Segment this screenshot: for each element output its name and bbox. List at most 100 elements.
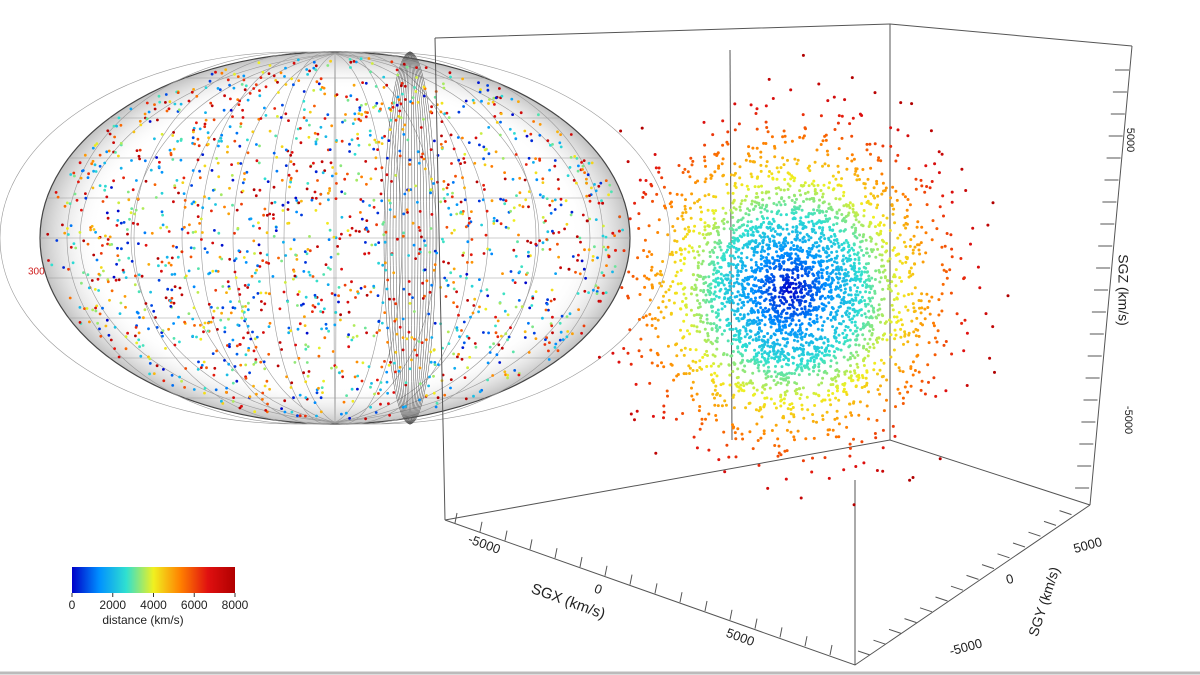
galaxy-point xyxy=(864,238,868,242)
sky-point xyxy=(98,312,102,316)
sky-point xyxy=(595,290,599,293)
sky-point xyxy=(292,277,295,281)
galaxy-point xyxy=(760,310,764,314)
galaxy-point xyxy=(870,304,874,308)
galaxy-point xyxy=(876,388,880,392)
galaxy-point xyxy=(682,292,686,296)
sky-point xyxy=(461,210,465,213)
sky-point xyxy=(268,64,272,67)
galaxy-point xyxy=(890,280,894,284)
galaxy-point xyxy=(782,397,786,401)
galaxy-point xyxy=(806,365,810,369)
galaxy-point xyxy=(741,381,745,385)
galaxy-point xyxy=(917,243,921,247)
galaxy-point xyxy=(744,158,748,162)
sky-point xyxy=(445,186,449,190)
sky-point xyxy=(538,133,542,137)
galaxy-point xyxy=(757,286,761,290)
galaxy-point xyxy=(740,353,744,357)
galaxy-point xyxy=(926,363,930,367)
sky-point xyxy=(429,360,433,364)
sky-point xyxy=(263,177,267,181)
galaxy-point xyxy=(782,254,786,258)
sky-point xyxy=(403,98,407,101)
galaxy-point xyxy=(831,325,835,329)
galaxy-point xyxy=(784,331,788,335)
sky-point xyxy=(226,145,230,149)
sky-point xyxy=(177,315,180,319)
galaxy-point xyxy=(702,298,705,302)
galaxy-point xyxy=(842,319,845,323)
galaxy-point xyxy=(772,261,776,265)
galaxy-point xyxy=(734,338,738,342)
galaxy-point xyxy=(793,176,797,180)
sky-point xyxy=(246,331,250,335)
sky-point xyxy=(418,210,422,213)
sky-point xyxy=(521,205,525,209)
sky-point xyxy=(252,296,256,299)
galaxy-point xyxy=(787,268,791,272)
galaxy-point xyxy=(757,318,761,322)
sky-point xyxy=(360,175,363,179)
sky-point xyxy=(375,223,378,227)
galaxy-point xyxy=(787,232,791,236)
sky-point xyxy=(432,391,436,395)
galaxy-point xyxy=(821,210,825,214)
galaxy-point xyxy=(848,286,852,290)
sky-point xyxy=(173,285,177,288)
galaxy-point xyxy=(629,412,633,416)
sky-point xyxy=(525,134,529,138)
galaxy-point xyxy=(690,324,694,328)
galaxy-point xyxy=(855,326,859,330)
galaxy-point xyxy=(704,300,708,304)
galaxy-point xyxy=(755,388,759,392)
galaxy-point xyxy=(830,377,834,381)
galaxy-point xyxy=(824,138,828,142)
galaxy-point xyxy=(726,297,730,301)
sky-point xyxy=(330,366,333,370)
galaxy-point xyxy=(771,97,775,100)
sky-point xyxy=(494,324,497,328)
sky-point xyxy=(457,158,461,162)
sky-map: 300 xyxy=(0,51,671,425)
galaxy-point xyxy=(799,260,803,264)
sky-point xyxy=(258,144,261,148)
galaxy-point xyxy=(780,274,784,278)
galaxy-point xyxy=(732,393,736,397)
galaxy-point xyxy=(863,270,867,274)
sky-point xyxy=(443,393,447,397)
sky-point xyxy=(429,350,433,354)
galaxy-point xyxy=(783,203,787,206)
galaxy-point xyxy=(839,265,843,269)
galaxy-point xyxy=(911,373,915,377)
sky-point xyxy=(314,68,318,72)
galaxy-point xyxy=(703,228,707,232)
galaxy-point xyxy=(829,403,833,407)
galaxy-point xyxy=(650,324,654,327)
galaxy-point xyxy=(894,405,897,409)
galaxy-point xyxy=(913,245,917,249)
galaxy-point xyxy=(650,361,654,365)
galaxy-point xyxy=(792,286,796,290)
sky-point xyxy=(565,222,569,226)
galaxy-point xyxy=(777,200,781,204)
galaxy-point xyxy=(780,365,784,369)
galaxy-point xyxy=(796,158,800,162)
sky-point xyxy=(131,221,135,225)
sky-point xyxy=(419,126,423,129)
sky-point xyxy=(405,208,409,212)
galaxy-point xyxy=(650,253,654,256)
galaxy-point xyxy=(626,351,630,355)
galaxy-point xyxy=(782,163,786,167)
galaxy-point xyxy=(792,435,796,439)
sky-point xyxy=(104,324,108,328)
sky-point xyxy=(353,118,357,121)
sky-point xyxy=(190,184,194,187)
sky-point xyxy=(394,118,398,122)
galaxy-point xyxy=(675,354,679,358)
galaxy-point xyxy=(848,454,852,458)
sky-point xyxy=(415,66,418,69)
galaxy-point xyxy=(744,348,748,352)
sky-point xyxy=(244,376,248,380)
sky-point xyxy=(335,93,339,96)
